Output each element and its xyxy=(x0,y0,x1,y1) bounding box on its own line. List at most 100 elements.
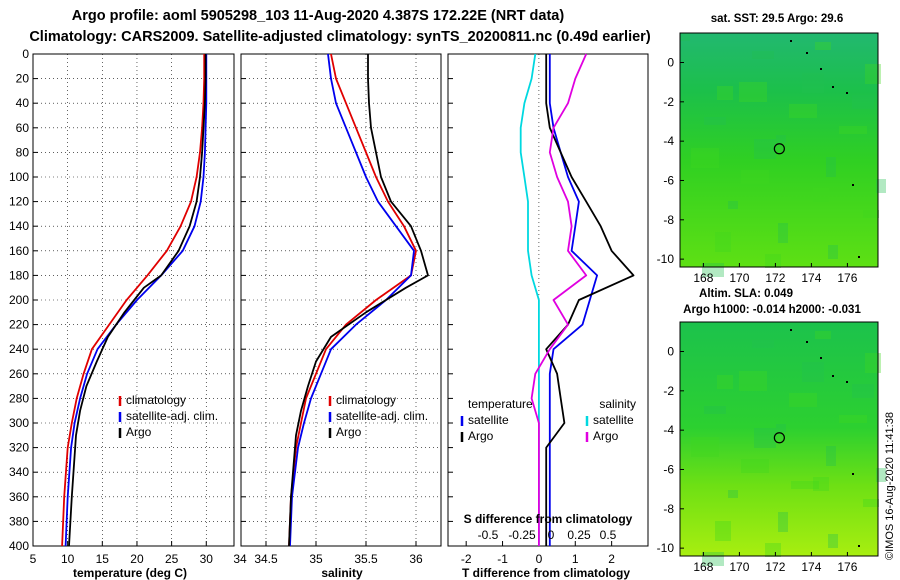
map-texture-patch xyxy=(839,126,867,134)
legend-label: climatology xyxy=(126,393,186,407)
argo-location-marker xyxy=(773,143,785,155)
timestamp-stamp: ©IMOS 16-Aug-2020 11:41:38 xyxy=(884,412,896,560)
salinity-panel: 34.5 35 35.5 36 salinity climatology satellite… xyxy=(240,53,442,580)
map-texture-patch xyxy=(826,157,836,177)
island-speck xyxy=(852,184,854,186)
map-texture-patch xyxy=(752,340,774,348)
x-tick-label: 172 xyxy=(765,271,785,285)
map-texture-patch xyxy=(778,512,788,532)
map-frame xyxy=(679,321,879,557)
map-texture-patch xyxy=(876,468,886,482)
map-texture-patch xyxy=(776,135,786,143)
x-axis-label: salinity xyxy=(321,566,363,580)
series-line-satellite-adj-clim- xyxy=(289,53,415,547)
y-tick-label: -4 xyxy=(663,423,674,437)
difference-panel: -2 -1 0 1 2 S difference from climatology -0.5… xyxy=(447,53,649,580)
x-tick-label: 176 xyxy=(837,271,857,285)
sst-map-panel: 168 170 172 174 176 0 -2 -4 -6 -8 -10 sat. SST: 29.… xyxy=(657,13,886,285)
y-tick-label: -8 xyxy=(663,502,674,516)
y-tick-label: 220 xyxy=(9,318,29,332)
map-texture-patch xyxy=(680,322,690,330)
x-tick-label: 25 xyxy=(165,552,179,566)
series-line-argo xyxy=(288,54,429,547)
map-texture-patch xyxy=(741,170,769,184)
legend-label: Argo xyxy=(593,429,619,443)
x-axis-label: T difference from climatology xyxy=(462,566,630,580)
island-speck xyxy=(820,68,822,70)
y-tick-label: 180 xyxy=(9,268,29,282)
y-tick-label: 40 xyxy=(16,96,30,110)
y-tick-label: -8 xyxy=(663,213,674,227)
map-texture-patch xyxy=(728,490,738,498)
y-tick-label: 0 xyxy=(22,47,29,61)
x-tick-label: 34.5 xyxy=(254,552,278,566)
sla-map-panel: 168 170 172 174 176 0 -2 -4 -6 -8 -10 Altim. SLA: 0… xyxy=(657,288,886,574)
map-texture-patch xyxy=(789,393,817,407)
x-tick-label: 35 xyxy=(309,552,323,566)
y-tick-label: 60 xyxy=(16,121,30,135)
map-title: sat. SST: 29.5 Argo: 29.6 xyxy=(711,13,844,25)
legend-label: satellite-adj. clim. xyxy=(336,409,428,423)
island-speck xyxy=(852,473,854,475)
map-texture-patch xyxy=(739,82,767,102)
x-tick-label: 174 xyxy=(801,271,821,285)
island-speck xyxy=(820,357,822,359)
x-tick-label: 168 xyxy=(693,271,713,285)
map-texture-patch xyxy=(791,192,819,200)
x-tick-label: 170 xyxy=(729,271,749,285)
legend-label: satellite xyxy=(593,413,634,427)
map-texture-patch xyxy=(776,424,786,432)
x-tick-label: 174 xyxy=(801,560,821,574)
temperature-panel: 0 20 40 60 80 100 120 140 160 180 200 220 240 260 280 3… xyxy=(9,47,247,580)
map-field xyxy=(680,322,878,556)
x-tick-label: 168 xyxy=(693,560,713,574)
y-tick-label: 80 xyxy=(16,145,30,159)
map-texture-patch xyxy=(715,232,731,252)
x-tick-label-s: 0.5 xyxy=(600,528,617,542)
map-texture-patch xyxy=(863,499,879,507)
map-texture-patch xyxy=(717,375,733,389)
map-texture-patch xyxy=(691,148,719,168)
series-line-climatology xyxy=(61,54,206,547)
y-tick-label: 320 xyxy=(9,441,29,455)
map-texture-patch xyxy=(704,406,726,414)
x-axis-label: temperature (deg C) xyxy=(73,566,187,580)
x-tick-label-s: -0.5 xyxy=(478,528,499,542)
map-texture-patch xyxy=(765,543,781,557)
legend-title-salinity: salinity xyxy=(599,397,636,411)
x-tick-label-s: 0.25 xyxy=(567,528,591,542)
y-tick-label: 400 xyxy=(9,539,29,553)
map-texture-patch xyxy=(765,254,781,268)
legend-title-temperature: temperature xyxy=(468,397,533,411)
x-tick-label: 0 xyxy=(536,552,543,566)
y-tick-label: -6 xyxy=(663,462,674,476)
map-texture-patch xyxy=(813,188,829,202)
map-texture-patch xyxy=(739,371,767,391)
x-tick-label: 10 xyxy=(61,552,75,566)
x-tick-label: 2 xyxy=(608,552,615,566)
y-tick-label: -2 xyxy=(663,95,674,109)
y-tick-label: -2 xyxy=(663,384,674,398)
y-tick-label: 360 xyxy=(9,490,29,504)
legend-label: climatology xyxy=(336,393,396,407)
y-tick-label: 200 xyxy=(9,293,29,307)
series-line-argo xyxy=(68,54,207,547)
island-speck xyxy=(832,375,834,377)
argo-location-marker xyxy=(773,432,785,444)
y-tick-label: -4 xyxy=(663,134,674,148)
x-tick-label: 15 xyxy=(96,552,110,566)
legend-label: Argo xyxy=(126,425,152,439)
x-tick-label: 34 xyxy=(233,552,247,566)
y-tick-label: 380 xyxy=(9,514,29,528)
map-texture-patch xyxy=(852,384,874,398)
y-tick-label: 260 xyxy=(9,367,29,381)
map-texture-patch xyxy=(865,353,881,373)
y-tick-label: 0 xyxy=(667,344,674,358)
map-texture-patch xyxy=(754,428,776,448)
island-speck xyxy=(790,40,792,42)
island-speck xyxy=(806,52,808,54)
island-speck xyxy=(790,329,792,331)
island-speck xyxy=(806,341,808,343)
x-tick-label-s: 0 xyxy=(548,528,555,542)
